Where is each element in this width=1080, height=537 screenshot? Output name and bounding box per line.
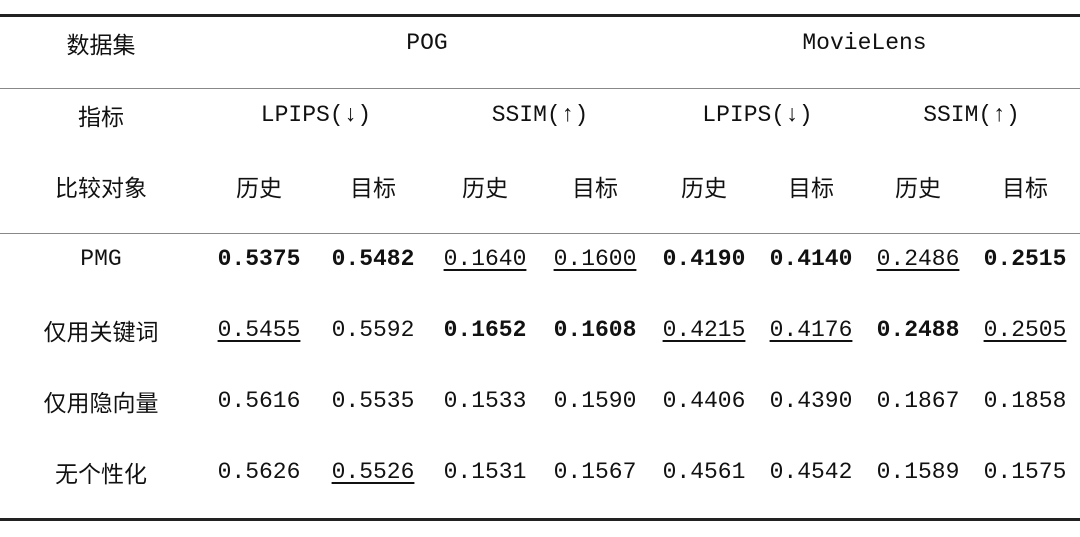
value-cell: 0.5526: [331, 459, 415, 485]
value-cell: 0.1652: [443, 317, 527, 343]
value-cell: 0.4561: [662, 459, 746, 485]
value-cell: 0.1567: [553, 459, 637, 485]
compare-name: 目标: [572, 177, 618, 203]
dataset-label: 数据集: [66, 34, 136, 60]
value-cell: 0.4190: [662, 246, 746, 272]
value-cell: 0.4542: [769, 459, 853, 485]
metric-label: 指标: [78, 106, 124, 132]
dataset-name: MovieLens: [802, 30, 927, 56]
dataset-name: POG: [406, 30, 448, 56]
value-cell: 0.5592: [331, 317, 415, 343]
compare-name: 历史: [462, 177, 508, 203]
metric-name: SSIM(↑): [491, 102, 589, 128]
row-label: PMG: [80, 246, 122, 272]
value-cell: 0.4140: [769, 246, 853, 272]
compare-name: 目标: [350, 177, 396, 203]
value-cell: 0.5535: [331, 388, 415, 414]
value-cell: 0.2486: [876, 246, 960, 272]
value-cell: 0.5455: [217, 317, 301, 343]
header-rule: [0, 88, 1080, 89]
value-cell: 0.5375: [217, 246, 301, 272]
value-cell: 0.5626: [217, 459, 301, 485]
value-cell: 0.1640: [443, 246, 527, 272]
row-label: 无个性化: [55, 463, 147, 489]
value-cell: 0.5482: [331, 246, 415, 272]
compare-name: 历史: [895, 177, 941, 203]
metric-name: LPIPS(↓): [260, 102, 372, 128]
value-cell: 0.5616: [217, 388, 301, 414]
row-label: 仅用隐向量: [43, 392, 159, 418]
value-cell: 0.4390: [769, 388, 853, 414]
value-cell: 0.4406: [662, 388, 746, 414]
value-cell: 0.4176: [769, 317, 853, 343]
value-cell: 0.1600: [553, 246, 637, 272]
value-cell: 0.1590: [553, 388, 637, 414]
value-cell: 0.1531: [443, 459, 527, 485]
value-cell: 0.2488: [876, 317, 960, 343]
compare-label: 比较对象: [55, 177, 147, 203]
bottom-rule: [0, 518, 1080, 521]
compare-name: 历史: [236, 177, 282, 203]
compare-name: 目标: [788, 177, 834, 203]
compare-name: 目标: [1002, 177, 1048, 203]
top-rule: [0, 14, 1080, 17]
value-cell: 0.1867: [876, 388, 960, 414]
row-label: 仅用关键词: [43, 321, 159, 347]
metric-name: LPIPS(↓): [702, 102, 813, 128]
value-cell: 0.1589: [876, 459, 960, 485]
value-cell: 0.2515: [983, 246, 1067, 272]
value-cell: 0.1608: [553, 317, 637, 343]
value-cell: 0.2505: [983, 317, 1067, 343]
value-cell: 0.1533: [443, 388, 527, 414]
value-cell: 0.1575: [983, 459, 1067, 485]
metric-name: SSIM(↑): [923, 102, 1020, 128]
value-cell: 0.4215: [662, 317, 746, 343]
body-rule: [0, 233, 1080, 234]
compare-name: 历史: [681, 177, 727, 203]
value-cell: 0.1858: [983, 388, 1067, 414]
